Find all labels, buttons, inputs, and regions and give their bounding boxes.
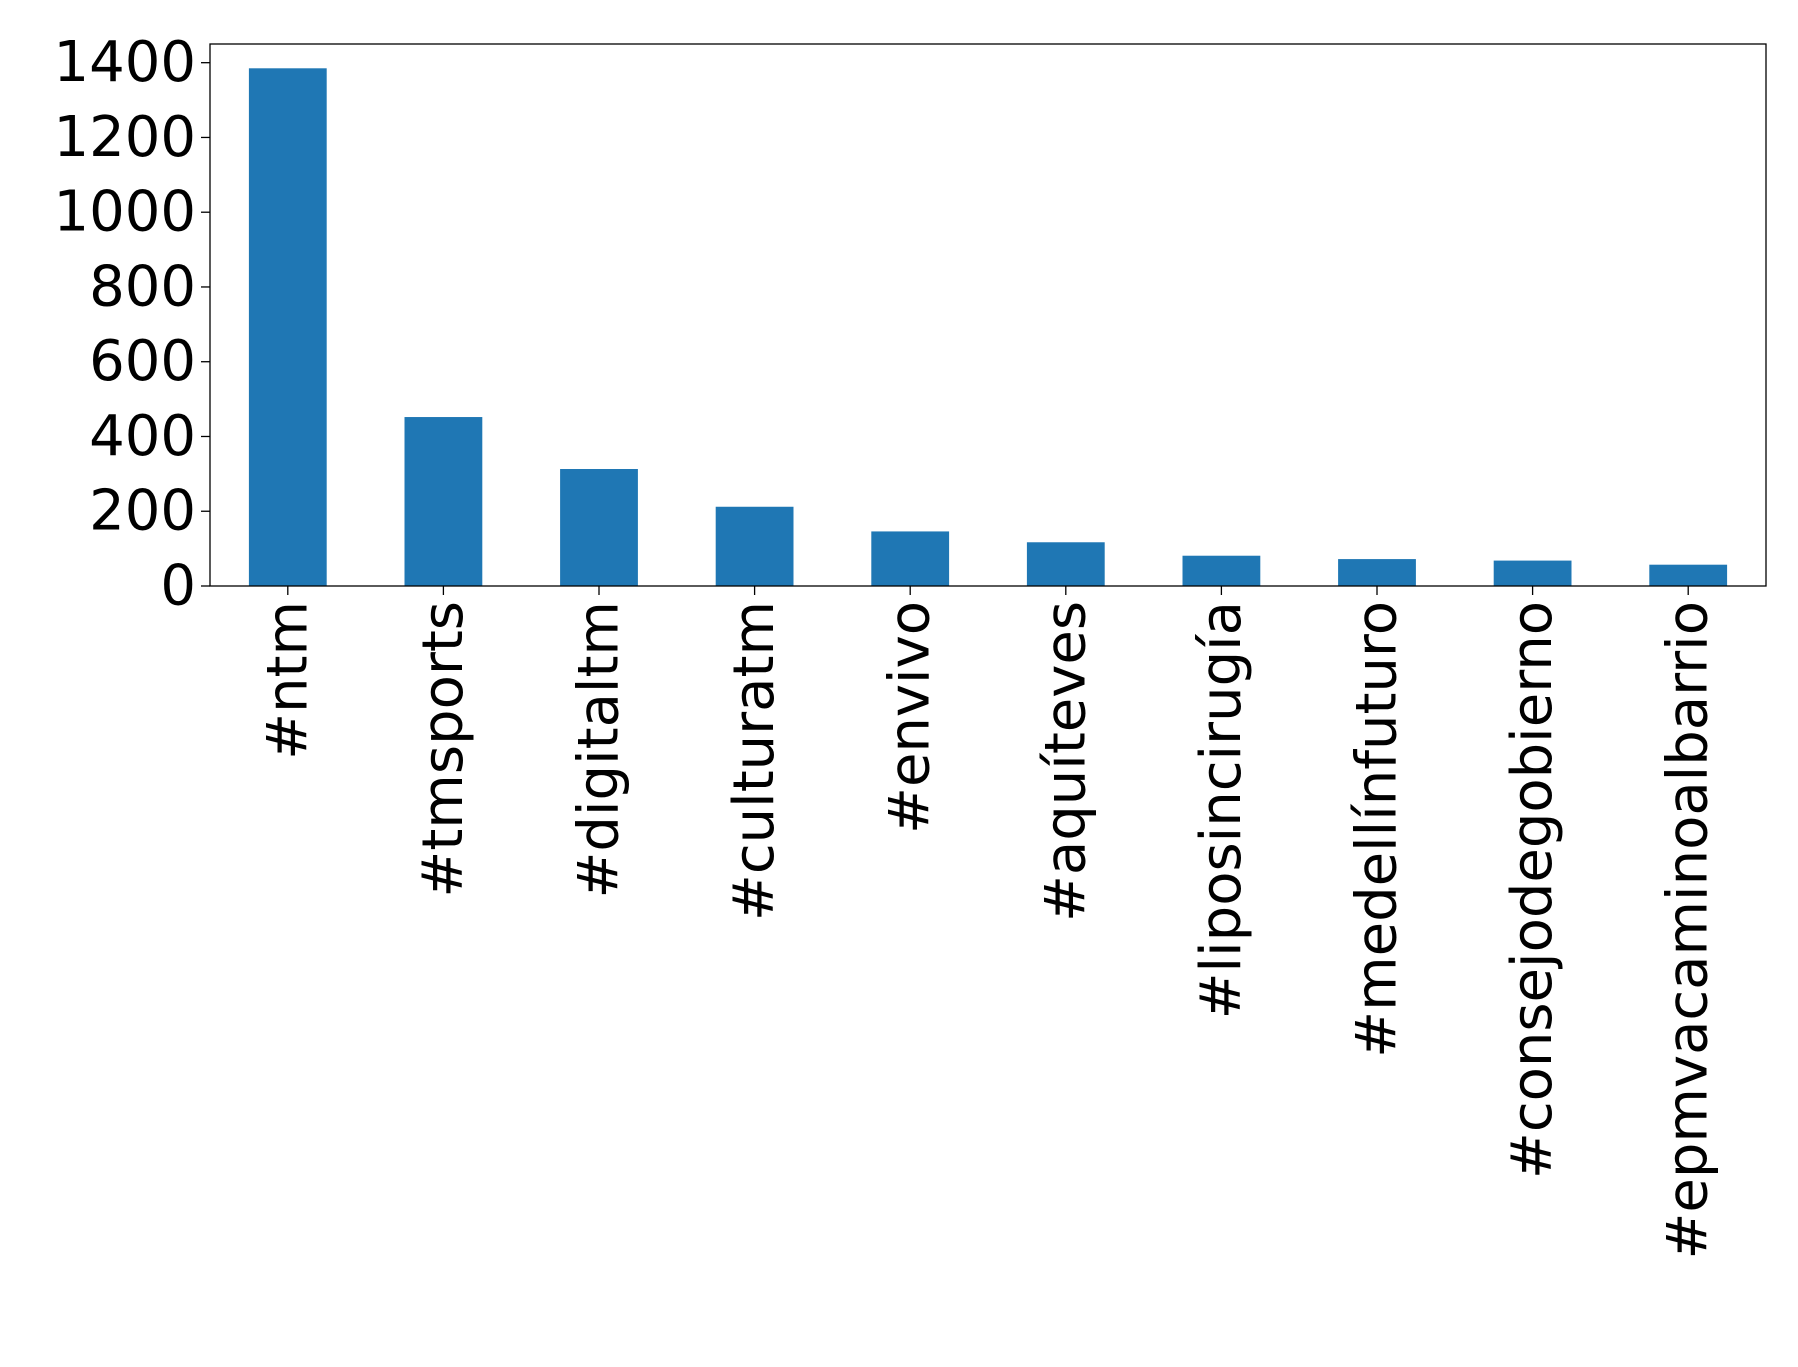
x-tick-label: #epmvacaminoalbarrio [1656,601,1721,1260]
bar [1649,564,1728,586]
y-tick-label: 1200 [53,105,196,170]
y-tick-label: 400 [89,404,196,469]
x-tick-label: #liposincirugía [1189,601,1254,1019]
x-tick-label: #digitaltm [567,601,632,898]
x-tick-label: #aquíteves [1033,601,1098,922]
bar [1493,560,1572,586]
bar [715,506,794,586]
x-tick-label: #medellínfuturo [1345,601,1410,1058]
x-tick-label: #culturatm [722,601,787,921]
plot-area: 0 200 400 600 800 1000 1200 1400 #ntm #tmsports #d… [53,30,1767,1260]
bar [404,417,483,586]
x-tick-label: #ntm [255,601,320,760]
y-tick-label: 1000 [53,180,196,245]
y-tick-label: 1400 [53,30,196,95]
x-tick-label: #tmsports [411,601,476,898]
bar [1026,542,1105,586]
bar [871,531,950,586]
x-tick-label: #consejodegobierno [1500,601,1565,1179]
bar [1182,555,1261,586]
x-tick-label: #envivo [878,601,943,834]
plot-frame [209,43,1767,587]
bar [1338,559,1416,586]
y-tick-label: 0 [160,554,196,619]
y-tick-label: 600 [89,329,196,394]
y-tick-label: 200 [89,479,196,544]
bar [560,469,638,586]
y-tick-label: 800 [89,254,196,319]
bar [248,68,327,586]
